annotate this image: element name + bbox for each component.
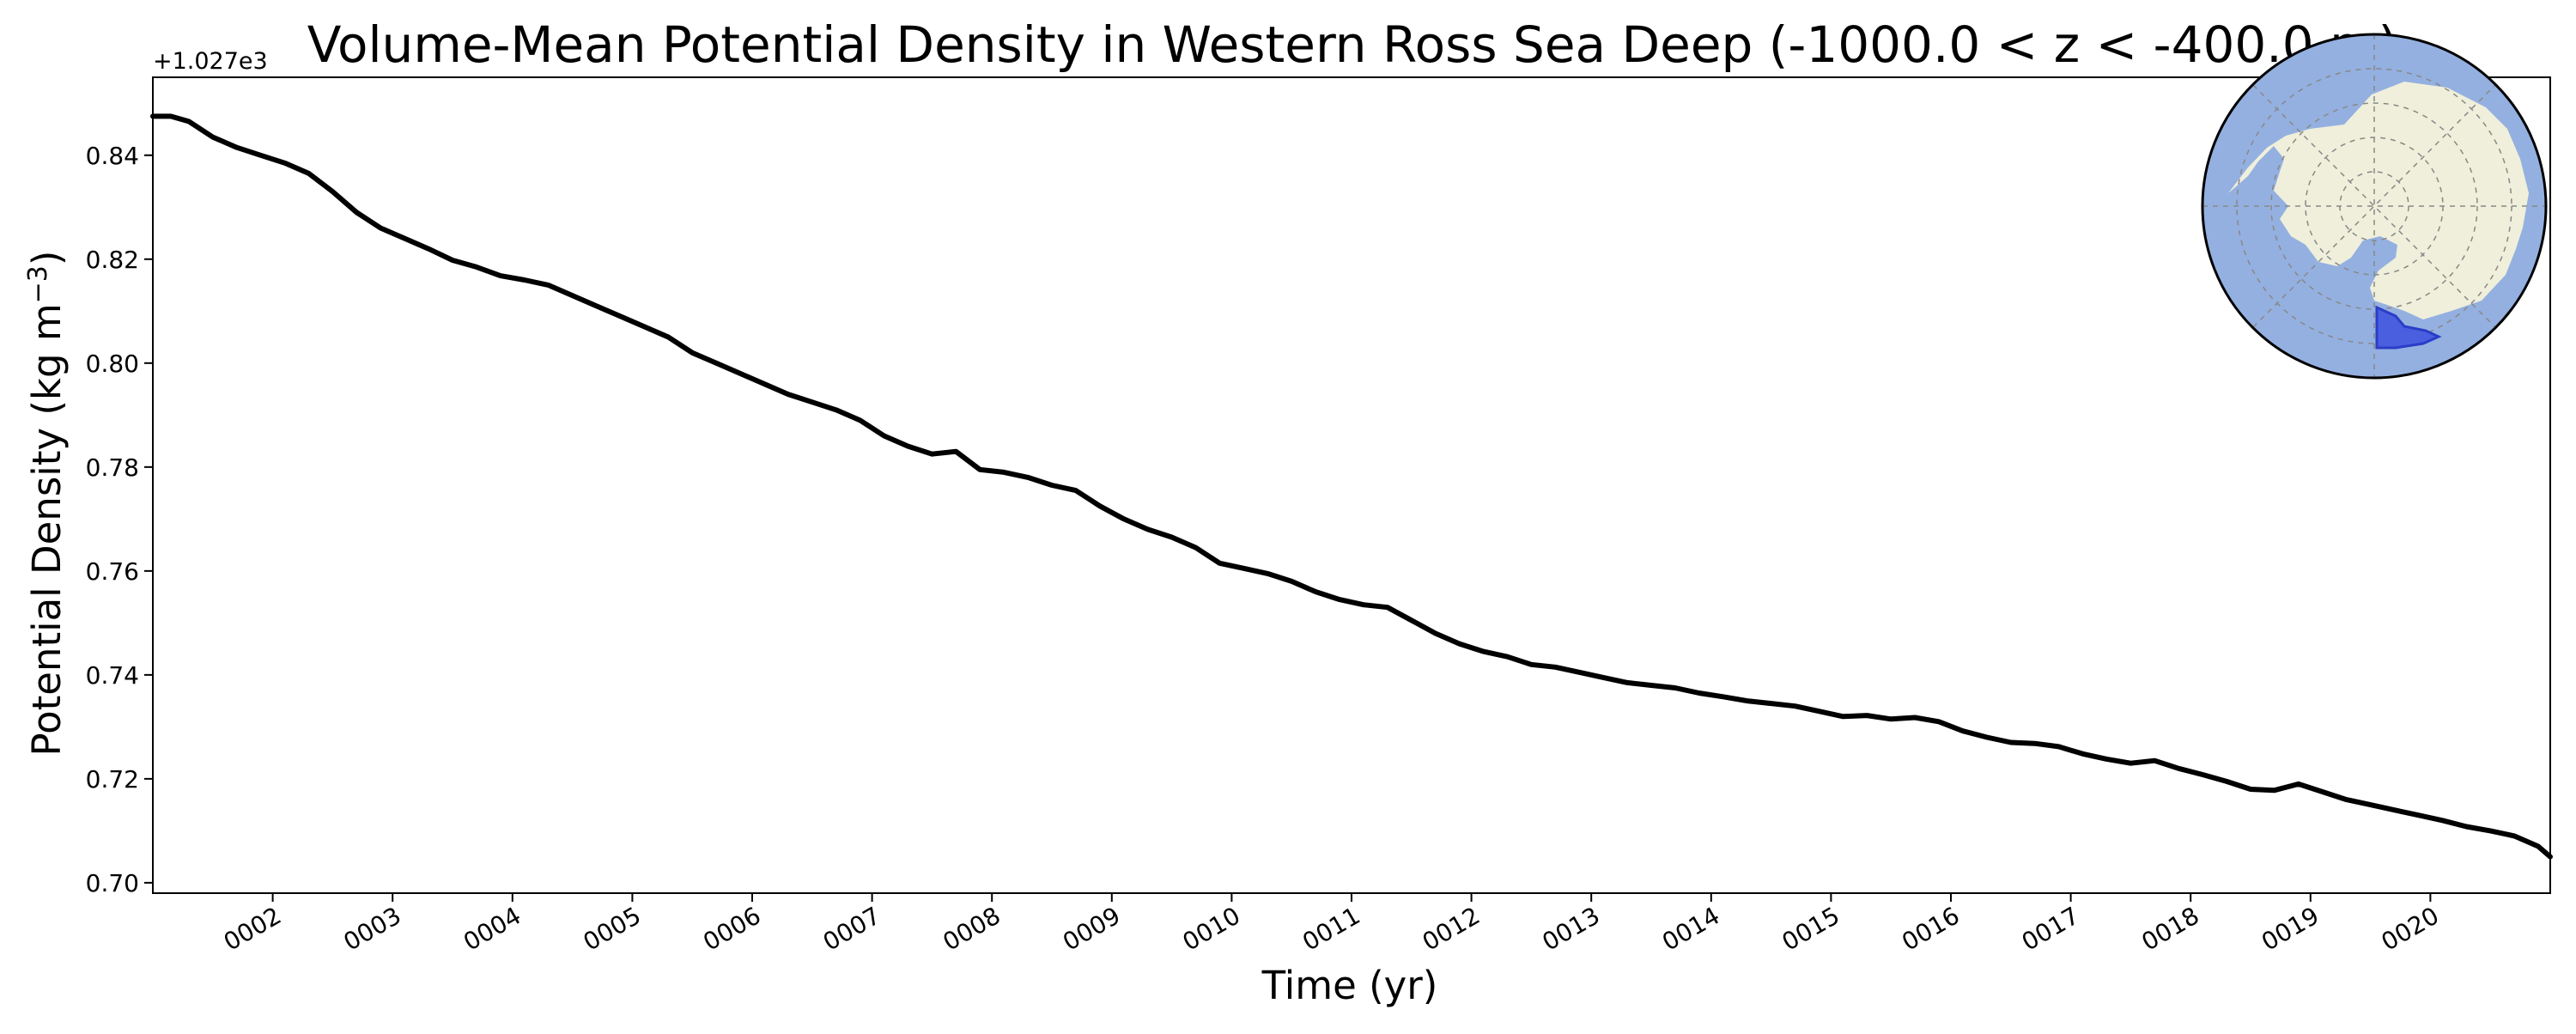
map-western-ross-sea-region xyxy=(2375,305,2442,350)
x-tick-label: 0018 xyxy=(2136,901,2203,956)
x-tick-label: 0009 xyxy=(1058,901,1125,956)
x-tick-label: 0019 xyxy=(2257,901,2324,956)
antarctica-inset-map xyxy=(2201,33,2548,380)
x-axis-label: Time (yr) xyxy=(1261,963,1438,1008)
x-tick-label: 0016 xyxy=(1897,901,1964,956)
x-tick-label: 0003 xyxy=(338,901,405,956)
x-tick-label: 0014 xyxy=(1657,901,1724,956)
y-axis-label-close: ) xyxy=(24,251,70,266)
y-offset-label: +1.027e3 xyxy=(153,48,268,75)
y-axis-label: Potential Density (kg m−3) xyxy=(23,251,70,757)
y-tick-label: 0.70 xyxy=(86,869,139,897)
y-tick-label: 0.84 xyxy=(86,142,139,170)
x-tick-label: 0017 xyxy=(2017,901,2084,956)
x-tick-label: 0020 xyxy=(2377,901,2444,956)
map-graticule xyxy=(2202,34,2546,378)
chart-title: Volume-Mean Potential Density in Western… xyxy=(307,15,2397,74)
x-tick-label: 0011 xyxy=(1297,901,1364,956)
x-tick-label: 0012 xyxy=(1418,901,1485,956)
series-line-density xyxy=(150,113,2553,860)
x-tick-label: 0015 xyxy=(1777,901,1844,956)
x-tick-label: 0002 xyxy=(219,901,286,956)
x-tick-label: 0005 xyxy=(579,901,646,956)
x-tick-label: 0007 xyxy=(818,901,885,956)
y-axis-label-main: Potential Density (kg m xyxy=(24,303,70,756)
x-tick-label: 0010 xyxy=(1178,901,1245,956)
y-tick-label: 0.78 xyxy=(86,453,139,482)
plot-area: 0.70 0.72 0.74 0.76 0.78 0.80 0.82 0.84 0002 0003… xyxy=(86,76,2553,957)
y-axis-label-superscript: −3 xyxy=(23,265,53,303)
y-tick-label: 0.80 xyxy=(86,350,139,378)
x-tick-label: 0013 xyxy=(1537,901,1604,956)
x-tick-label: 0008 xyxy=(938,901,1005,956)
x-tick-label: 0006 xyxy=(698,901,765,956)
y-tick-label: 0.74 xyxy=(86,661,139,690)
map-antarctica-land xyxy=(2228,82,2529,319)
y-tick-label: 0.72 xyxy=(86,765,139,794)
y-tick-label: 0.76 xyxy=(86,557,139,586)
x-tick-label: 0004 xyxy=(459,901,526,956)
y-tick-label: 0.82 xyxy=(86,246,139,274)
